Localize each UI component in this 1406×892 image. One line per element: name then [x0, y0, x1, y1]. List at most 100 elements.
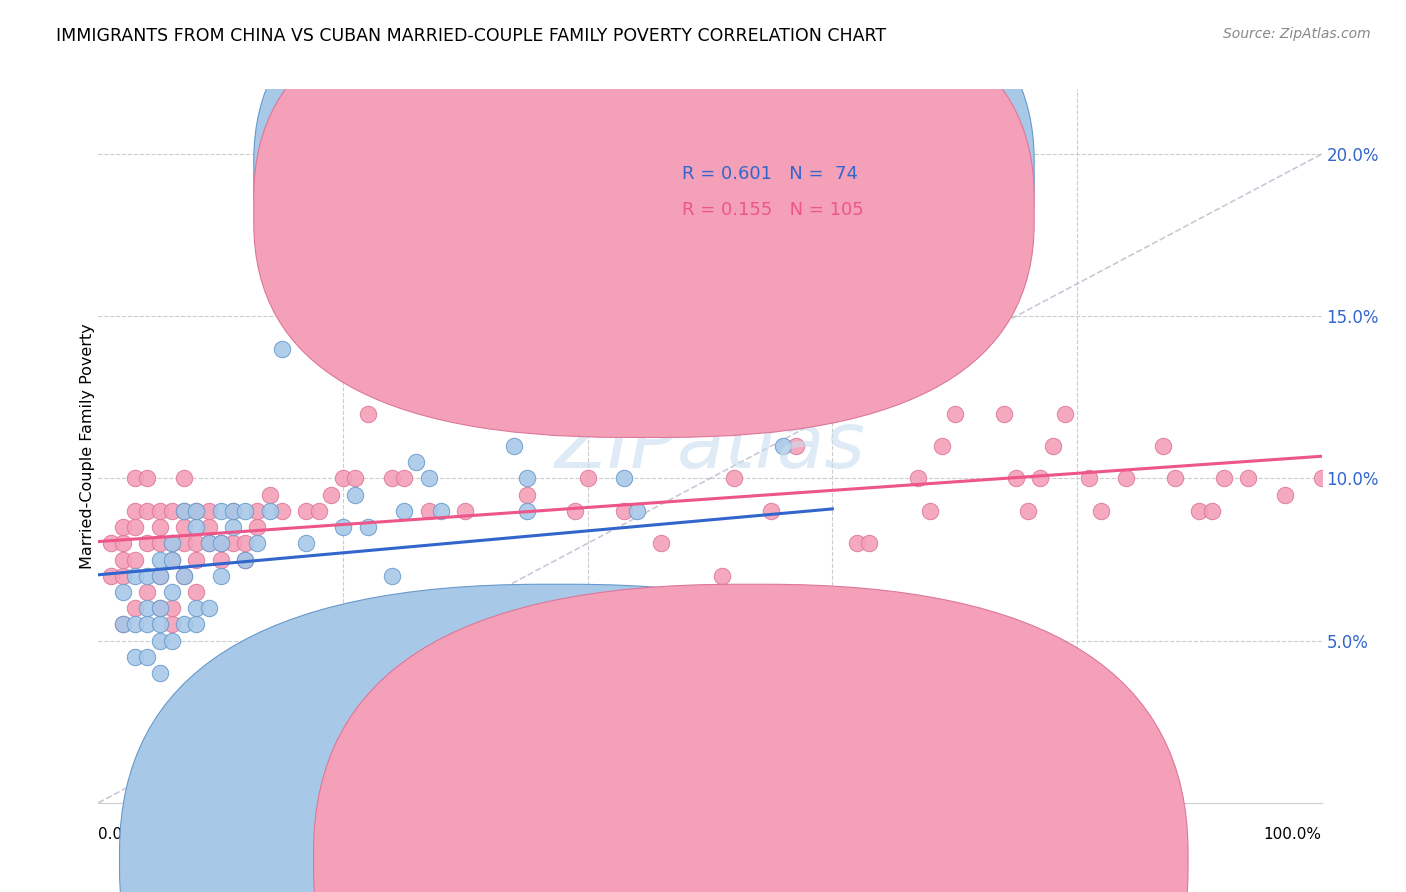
Point: [136, 601, 159, 615]
Point: [173, 568, 195, 582]
Text: Cubans: Cubans: [775, 854, 835, 868]
Point: [1078, 471, 1101, 485]
Point: [124, 552, 146, 566]
Point: [100, 536, 122, 550]
Point: [149, 601, 172, 615]
Point: [124, 649, 146, 664]
Point: [136, 504, 159, 518]
Point: [931, 439, 953, 453]
Point: [1115, 471, 1137, 485]
Point: [662, 666, 685, 681]
Point: [149, 617, 172, 632]
Point: [454, 504, 477, 518]
Point: [392, 504, 416, 518]
Point: [356, 520, 378, 534]
Point: [920, 504, 942, 518]
Point: [821, 407, 844, 421]
Point: [1090, 504, 1112, 518]
Point: [173, 504, 195, 518]
Point: [381, 471, 404, 485]
Text: IMMIGRANTS FROM CHINA VS CUBAN MARRIED-COUPLE FAMILY POVERTY CORRELATION CHART: IMMIGRANTS FROM CHINA VS CUBAN MARRIED-C…: [56, 27, 886, 45]
Point: [160, 536, 183, 550]
Point: [246, 520, 269, 534]
Point: [405, 455, 427, 469]
Point: [319, 633, 342, 648]
Point: [136, 585, 159, 599]
Point: [124, 601, 146, 615]
Point: [100, 568, 122, 582]
Point: [197, 536, 219, 550]
Text: Immigrants from China: Immigrants from China: [581, 854, 766, 868]
Point: [516, 471, 538, 485]
Point: [1310, 471, 1333, 485]
Point: [160, 585, 183, 599]
FancyBboxPatch shape: [253, 0, 1035, 401]
Point: [516, 504, 538, 518]
Point: [222, 520, 245, 534]
Point: [197, 536, 219, 550]
Point: [222, 536, 245, 550]
Point: [785, 633, 807, 648]
Point: [160, 552, 183, 566]
Point: [124, 568, 146, 582]
Point: [295, 536, 318, 550]
Point: [173, 504, 195, 518]
Point: [259, 488, 281, 502]
Point: [149, 666, 172, 681]
Point: [259, 504, 281, 518]
Point: [222, 504, 245, 518]
Point: [197, 520, 219, 534]
Point: [650, 536, 672, 550]
Point: [111, 568, 134, 582]
Point: [222, 504, 245, 518]
Point: [149, 601, 172, 615]
Point: [160, 552, 183, 566]
Point: [943, 407, 966, 421]
Point: [149, 536, 172, 550]
Point: [761, 504, 783, 518]
Point: [209, 504, 232, 518]
Y-axis label: Married-Couple Family Poverty: Married-Couple Family Poverty: [80, 323, 94, 569]
Point: [209, 536, 232, 550]
Point: [650, 374, 672, 388]
FancyBboxPatch shape: [253, 0, 1035, 437]
Point: [233, 504, 256, 518]
Point: [356, 407, 378, 421]
Point: [186, 536, 208, 550]
Point: [1188, 504, 1211, 518]
Point: [186, 552, 208, 566]
Point: [233, 552, 256, 566]
Point: [186, 520, 208, 534]
Point: [233, 552, 256, 566]
Point: [149, 552, 172, 566]
Text: R = 0.155   N = 105: R = 0.155 N = 105: [682, 201, 863, 219]
Point: [295, 504, 318, 518]
Point: [1029, 471, 1052, 485]
Point: [209, 552, 232, 566]
Point: [124, 520, 146, 534]
Text: R = 0.601   N =  74: R = 0.601 N = 74: [682, 165, 858, 183]
Point: [136, 649, 159, 664]
Point: [173, 520, 195, 534]
Point: [149, 568, 172, 582]
Point: [711, 568, 734, 582]
Point: [136, 617, 159, 632]
Point: [111, 536, 134, 550]
Point: [344, 471, 367, 485]
Point: [392, 471, 416, 485]
FancyBboxPatch shape: [593, 143, 924, 239]
Point: [186, 585, 208, 599]
Point: [319, 488, 342, 502]
Point: [149, 633, 172, 648]
Text: 100.0%: 100.0%: [1264, 827, 1322, 841]
Point: [246, 504, 269, 518]
Point: [418, 504, 440, 518]
Point: [186, 601, 208, 615]
Point: [907, 471, 929, 485]
Point: [160, 536, 183, 550]
Point: [136, 471, 159, 485]
Point: [613, 504, 636, 518]
Point: [1042, 439, 1064, 453]
Point: [467, 179, 489, 194]
Point: [136, 568, 159, 582]
